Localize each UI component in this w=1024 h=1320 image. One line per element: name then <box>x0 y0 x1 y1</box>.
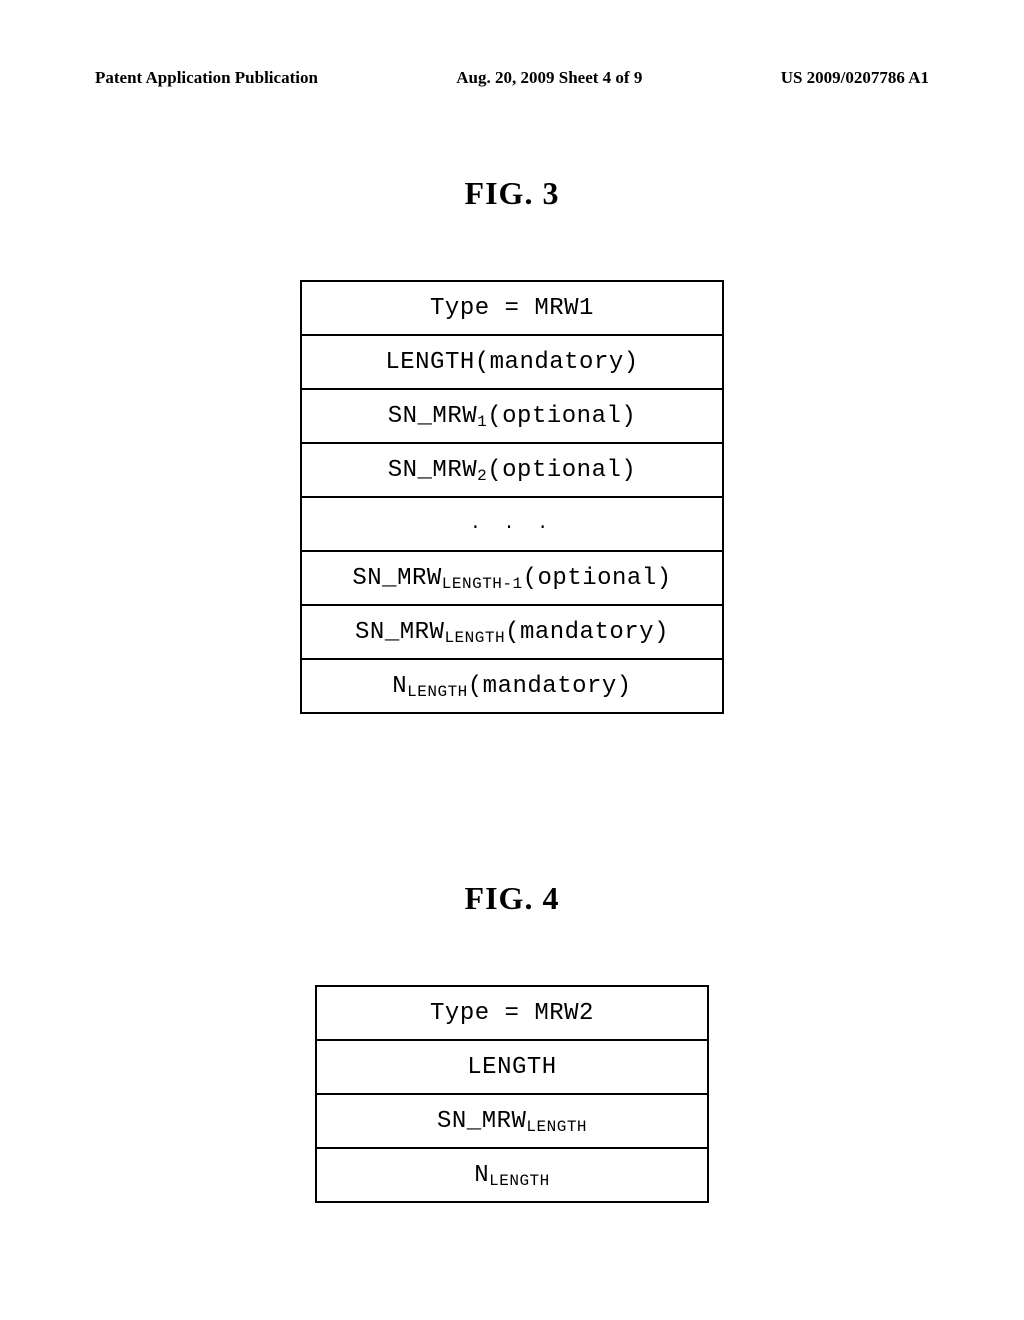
cell-prefix: N <box>392 673 407 700</box>
fig4-row-sn-length: SN_MRWLENGTH <box>317 1095 707 1149</box>
fig3-row-length: LENGTH(mandatory) <box>302 336 722 390</box>
cell-sub: LENGTH <box>407 683 468 701</box>
cell-dots: . . . <box>470 514 554 534</box>
cell-text: LENGTH <box>467 1054 556 1081</box>
cell-suffix: (mandatory) <box>468 673 632 700</box>
cell-sub: LENGTH <box>526 1118 587 1136</box>
cell-prefix: SN_MRW <box>437 1108 526 1135</box>
page-header: Patent Application Publication Aug. 20, … <box>95 68 929 88</box>
figure-4-title: FIG. 4 <box>0 880 1024 917</box>
cell-sub: LENGTH-1 <box>442 575 523 593</box>
fig4-row-type: Type = MRW2 <box>317 987 707 1041</box>
figure-3-title: FIG. 3 <box>0 175 1024 212</box>
cell-sub: 2 <box>477 467 487 485</box>
cell-prefix: SN_MRW <box>355 619 444 646</box>
cell-prefix: SN_MRW <box>388 457 477 484</box>
cell-prefix: N <box>474 1162 489 1189</box>
cell-suffix: (optional) <box>523 565 672 592</box>
cell-sub: LENGTH <box>489 1172 550 1190</box>
cell-suffix: (optional) <box>487 457 636 484</box>
cell-text: Type = MRW2 <box>430 1000 594 1027</box>
fig3-row-sn1: SN_MRW1 (optional) <box>302 390 722 444</box>
fig3-row-dots: . . . <box>302 498 722 552</box>
fig4-row-length: LENGTH <box>317 1041 707 1095</box>
figure-3-table: Type = MRW1 LENGTH(mandatory) SN_MRW1 (o… <box>300 280 724 714</box>
cell-prefix: SN_MRW <box>388 403 477 430</box>
header-right: US 2009/0207786 A1 <box>781 68 929 88</box>
cell-text: Type = MRW1 <box>430 295 594 322</box>
fig3-row-sn-length: SN_MRWLENGTH (mandatory) <box>302 606 722 660</box>
figure-4-table: Type = MRW2 LENGTH SN_MRWLENGTH N LENGTH <box>315 985 709 1203</box>
fig3-row-n-length: N LENGTH (mandatory) <box>302 660 722 712</box>
cell-sub: 1 <box>477 413 487 431</box>
fig4-row-n-length: N LENGTH <box>317 1149 707 1201</box>
cell-suffix: (optional) <box>487 403 636 430</box>
fig3-row-sn2: SN_MRW2 (optional) <box>302 444 722 498</box>
header-left: Patent Application Publication <box>95 68 318 88</box>
fig3-row-type: Type = MRW1 <box>302 282 722 336</box>
fig3-row-sn-length-1: SN_MRW LENGTH-1 (optional) <box>302 552 722 606</box>
cell-prefix: SN_MRW <box>352 565 441 592</box>
header-center: Aug. 20, 2009 Sheet 4 of 9 <box>456 68 642 88</box>
cell-suffix: (mandatory) <box>505 619 669 646</box>
cell-sub: LENGTH <box>444 629 505 647</box>
cell-text: LENGTH(mandatory) <box>385 349 638 376</box>
